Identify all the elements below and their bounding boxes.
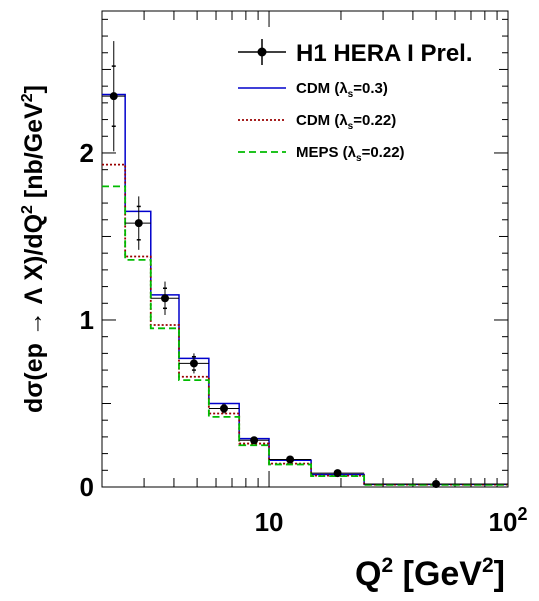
model-histogram-line <box>102 185 508 486</box>
data-point <box>432 479 441 488</box>
legend-data-marker <box>257 47 267 57</box>
data-point <box>250 436 259 445</box>
tick-labels: 0 1 2 10 102 <box>80 138 528 537</box>
legend-model-label: CDM (λs=0.3) <box>296 80 388 100</box>
y-tick-label: 0 <box>80 472 94 502</box>
data-point <box>189 359 198 368</box>
y-tick-label: 2 <box>80 138 94 168</box>
data-points <box>102 41 508 488</box>
y-tick-label: 1 <box>80 305 94 335</box>
axis-ticks <box>101 11 509 488</box>
x-axis-title: Q2 [GeV2] <box>355 554 505 593</box>
data-point <box>286 455 295 464</box>
legend-model-label: MEPS (λs=0.22) <box>296 144 405 164</box>
legend: H1 HERA I Prel. CDM (λs=0.3) CDM (λs=0.22)… <box>238 39 473 164</box>
data-point <box>220 404 229 413</box>
model-histogram-line <box>102 93 508 486</box>
data-point <box>134 219 143 228</box>
x-tick-label: 102 <box>489 504 528 537</box>
data-point <box>333 469 342 478</box>
legend-model-label: CDM (λs=0.22) <box>296 112 396 132</box>
x-tick-label: 10 <box>255 507 284 537</box>
data-point <box>109 92 118 101</box>
legend-data-label: H1 HERA I Prel. <box>296 40 473 67</box>
y-axis-title: dσ(ep → Λ X)/dQ2 [nb/GeV2] <box>19 85 48 413</box>
model-histograms <box>102 93 508 486</box>
data-point <box>161 294 170 303</box>
plot-frame <box>101 10 509 488</box>
